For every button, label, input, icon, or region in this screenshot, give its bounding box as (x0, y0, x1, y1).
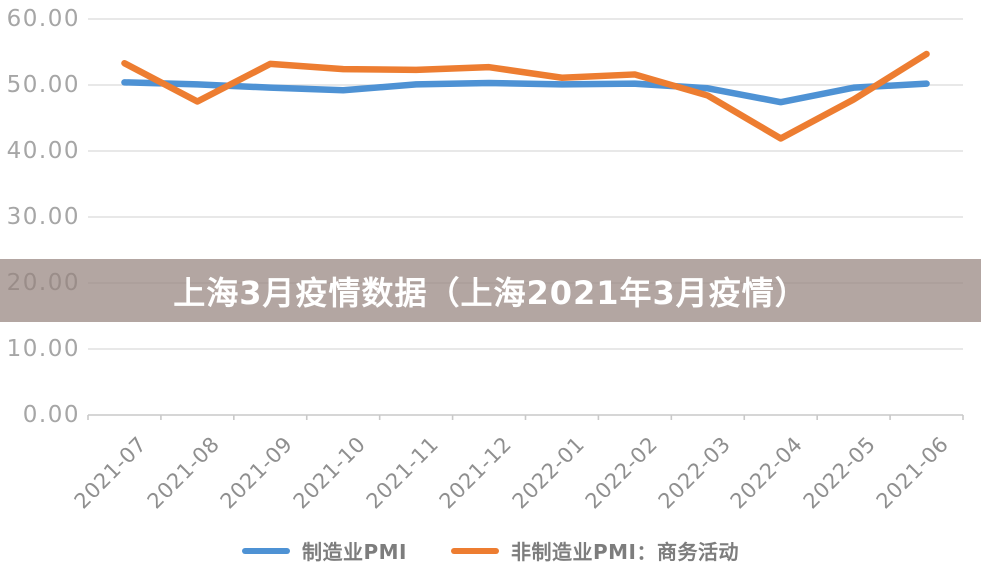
y-axis-label: 0.00 (22, 402, 80, 428)
manufacturing-pmi-line-icon (241, 547, 290, 554)
legend-label-manufacturing-pmi: 制造业PMI (301, 540, 407, 564)
chart-legend: 制造业PMI 非制造业PMI：商务活动 (0, 536, 981, 565)
y-axis-label: 30.00 (6, 204, 80, 230)
y-axis-label: 60.00 (6, 6, 80, 32)
y-axis-label: 40.00 (6, 138, 80, 164)
legend-item-manufacturing-pmi: 制造业PMI (241, 536, 407, 565)
title-overlay-banner: 上海3月疫情数据（上海2021年3月疫情） (0, 259, 981, 322)
non-manufacturing-pmi-line-icon (451, 547, 499, 554)
manufacturing-pmi-line (121, 79, 930, 106)
legend-label-nonmanufacturing-pmi: 非制造业PMI：商务活动 (511, 540, 740, 564)
y-axis-label: 50.00 (6, 72, 80, 98)
y-axis-label: 10.00 (6, 336, 80, 362)
non-manufacturing-pmi-line (121, 50, 930, 142)
legend-item-nonmanufacturing-pmi: 非制造业PMI：商务活动 (451, 536, 739, 565)
page-title: 上海3月疫情数据（上海2021年3月疫情） (173, 273, 808, 312)
